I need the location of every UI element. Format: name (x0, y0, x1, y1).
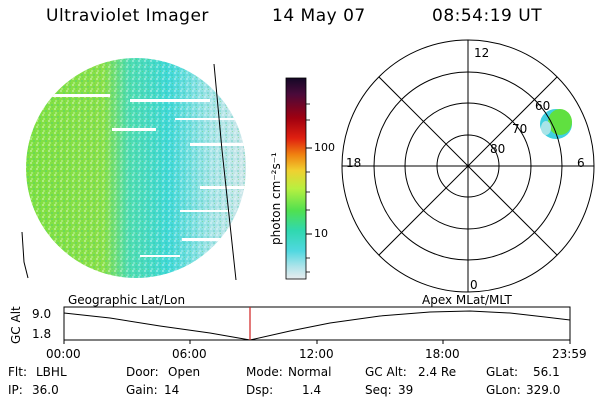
timeline-panel (63, 306, 571, 344)
timeline-tick-0000: 00:00 (46, 347, 81, 361)
lat-label-60: 60 (535, 99, 551, 113)
door-label: Door: (126, 365, 159, 379)
gain-value: 14 (164, 383, 180, 397)
gc-alt-value: 2.4 Re (418, 365, 457, 379)
seq-value: 39 (398, 383, 414, 397)
timeline-right-title: Apex MLat/MLT (422, 293, 512, 307)
mlt-label-6: 6 (577, 156, 585, 170)
glon-label: GLon: (486, 383, 521, 397)
time-label: 08:54:19 UT (432, 6, 543, 26)
limb-line (21, 231, 29, 279)
polar-plot (341, 39, 595, 293)
mlt-label-0: 0 (470, 278, 478, 292)
lat-label-70: 70 (512, 122, 528, 136)
seq-label: Seq: (365, 383, 392, 397)
mode-label: Mode: (246, 365, 283, 379)
gc-alt-label: GC Alt: (365, 365, 407, 379)
date-label: 14 May 07 (272, 6, 366, 26)
glat-value: 56.1 (533, 365, 560, 379)
timeline-tick-0600: 06:00 (172, 347, 207, 361)
timeline-y-max: 9.0 (32, 307, 52, 321)
ip-value: 36.0 (32, 383, 59, 397)
imager-disk (21, 58, 246, 281)
colorbar-tick-100: 100 (314, 141, 335, 154)
terminator-line (213, 63, 237, 281)
timeline-tick-2359: 23:59 (552, 347, 587, 361)
colorbar-label: photon cm⁻²s⁻¹ (269, 152, 283, 245)
timeline-tick-1200: 12:00 (299, 347, 334, 361)
aurora-spot (540, 109, 572, 139)
dsp-label: Dsp: (246, 383, 274, 397)
timeline-axis-label: GC Alt (9, 306, 23, 344)
mlt-label-12: 12 (474, 46, 490, 60)
colorbar (285, 77, 312, 280)
glon-value: 329.0 (526, 383, 561, 397)
timeline-tick-1800: 18:00 (425, 347, 460, 361)
ip-label: IP: (8, 383, 23, 397)
instrument-title: Ultraviolet Imager (46, 6, 209, 26)
dsp-value: 1.4 (302, 383, 322, 397)
glat-label: GLat: (486, 365, 519, 379)
lat-label-80: 80 (490, 142, 506, 156)
filter-label: Flt: (8, 365, 27, 379)
timeline-y-min: 1.8 (32, 327, 52, 341)
filter-value: LBHL (36, 365, 67, 379)
door-value: Open (168, 365, 201, 379)
timeline-left-title: Geographic Lat/Lon (68, 293, 186, 307)
gain-label: Gain: (126, 383, 158, 397)
mode-value: Normal (288, 365, 332, 379)
colorbar-tick-10: 10 (314, 227, 328, 240)
gc-alt-curve (63, 310, 571, 341)
mlt-label-18: 18 (346, 156, 362, 170)
